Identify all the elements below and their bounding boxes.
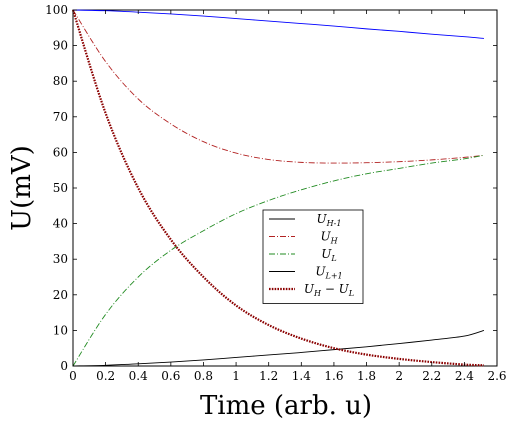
legend-label: UL xyxy=(321,247,336,263)
x-tick-label: 2.2 xyxy=(422,369,441,383)
y-tick-label: 40 xyxy=(53,217,68,231)
series-line-0 xyxy=(72,9,484,39)
x-tick-label: 0 xyxy=(69,369,77,383)
x-tick-label: 1.2 xyxy=(259,369,278,383)
series-line-1 xyxy=(72,9,484,164)
x-axis-label: Time (arb. u) xyxy=(200,391,372,421)
x-tick-label: 0.8 xyxy=(194,369,213,383)
y-tick-label: 100 xyxy=(45,3,68,17)
y-tick-label: 80 xyxy=(53,74,68,88)
y-tick-label: 20 xyxy=(53,288,68,302)
y-tick-label: 60 xyxy=(53,145,68,159)
y-tick-label: 10 xyxy=(53,323,68,337)
x-tick-label: 1.4 xyxy=(292,369,311,383)
y-tick-label: 90 xyxy=(53,39,68,53)
y-tick-label: 30 xyxy=(53,252,68,266)
x-tick-label: 0.4 xyxy=(129,369,148,383)
x-tick-label: 1.6 xyxy=(324,369,343,383)
x-tick-label: 2 xyxy=(395,369,403,383)
x-axis-ticks: 0 0.2 0.4 0.6 0.8 1 1.2 1.4 1.6 1.8 2 2.2 2.4 2.6 xyxy=(69,10,507,383)
x-tick-label: 1 xyxy=(232,369,240,383)
legend-label: UH − UL xyxy=(304,282,354,298)
x-tick-label: 2.4 xyxy=(455,369,474,383)
plot-area xyxy=(71,9,498,367)
y-tick-label: 0 xyxy=(60,359,68,373)
legend-label: UH xyxy=(320,230,338,246)
legend-box xyxy=(262,209,364,304)
x-tick-label: 2.6 xyxy=(487,369,506,383)
y-axis-ticks: 0 10 20 30 40 50 60 70 80 90 100 xyxy=(45,3,497,373)
x-tick-label: 0.2 xyxy=(96,369,115,383)
x-tick-label: 1.8 xyxy=(357,369,376,383)
series-line-3 xyxy=(72,329,485,367)
legend-label: UL+1 xyxy=(315,265,342,281)
plot-frame xyxy=(72,9,498,367)
legend-label: UH-1 xyxy=(317,212,342,228)
series-line-4 xyxy=(71,9,484,367)
series-line-2 xyxy=(72,154,485,367)
x-tick-label: 0.6 xyxy=(161,369,180,383)
y-axis-label: U(mV) xyxy=(7,145,37,231)
y-tick-label: 50 xyxy=(53,181,68,195)
y-tick-label: 70 xyxy=(53,110,68,124)
